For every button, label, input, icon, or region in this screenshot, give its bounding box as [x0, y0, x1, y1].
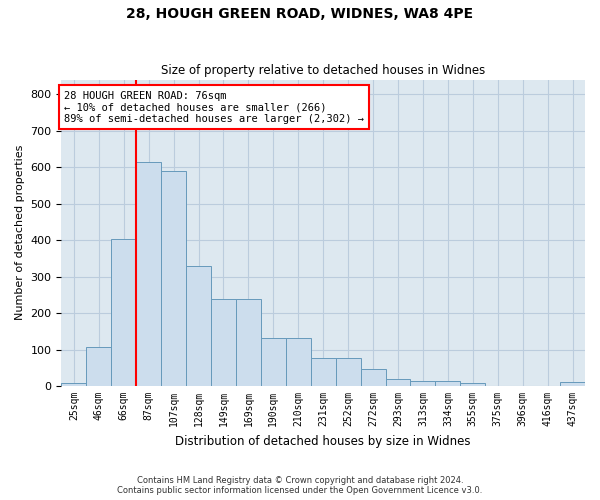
Text: Contains HM Land Registry data © Crown copyright and database right 2024.
Contai: Contains HM Land Registry data © Crown c…: [118, 476, 482, 495]
Bar: [361, 368, 386, 386]
Bar: [386, 379, 410, 386]
Bar: [136, 162, 161, 386]
Bar: [436, 380, 460, 386]
Bar: [211, 299, 236, 386]
Bar: [261, 338, 286, 386]
Y-axis label: Number of detached properties: Number of detached properties: [15, 145, 25, 320]
Bar: [161, 171, 186, 386]
Bar: [61, 383, 86, 386]
Bar: [460, 383, 485, 386]
Bar: [236, 299, 261, 386]
Bar: [335, 358, 361, 386]
X-axis label: Distribution of detached houses by size in Widnes: Distribution of detached houses by size …: [175, 434, 471, 448]
Bar: [86, 348, 111, 386]
Title: Size of property relative to detached houses in Widnes: Size of property relative to detached ho…: [161, 64, 485, 77]
Bar: [286, 338, 311, 386]
Bar: [560, 382, 585, 386]
Bar: [311, 358, 335, 386]
Bar: [410, 380, 436, 386]
Bar: [186, 266, 211, 386]
Bar: [111, 239, 136, 386]
Text: 28, HOUGH GREEN ROAD, WIDNES, WA8 4PE: 28, HOUGH GREEN ROAD, WIDNES, WA8 4PE: [127, 8, 473, 22]
Text: 28 HOUGH GREEN ROAD: 76sqm
← 10% of detached houses are smaller (266)
89% of sem: 28 HOUGH GREEN ROAD: 76sqm ← 10% of deta…: [64, 90, 364, 124]
